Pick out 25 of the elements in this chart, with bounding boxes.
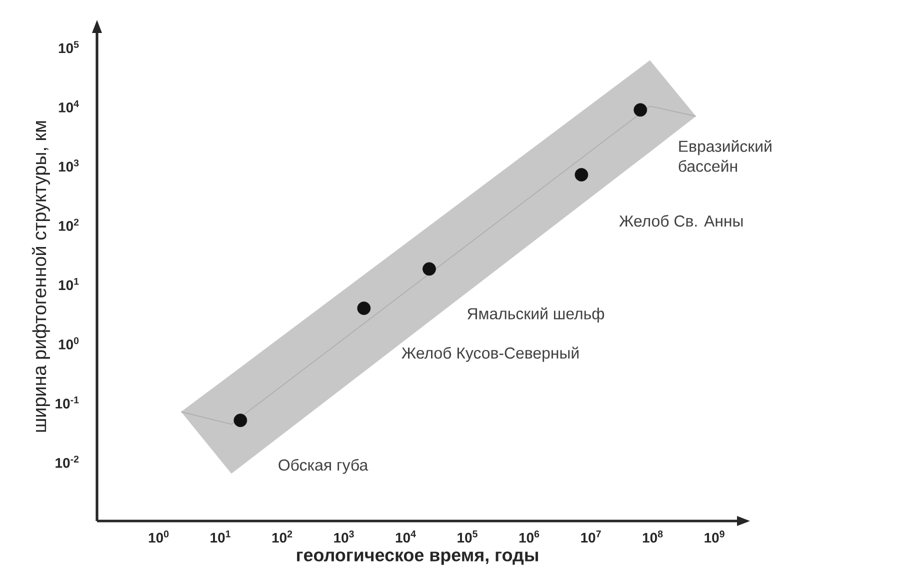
x-tick-label: 10$^{0}$	[148, 530, 169, 543]
x-tick-label: 10$^{4}$	[396, 530, 416, 543]
y-tick-label: 10$^{2}$	[58, 218, 79, 231]
x-tick-label: 10$^{1}$	[210, 530, 230, 543]
y-axis-title: ширина рифтогенной структуры, км	[32, 121, 50, 432]
x-tick-label: 10$^{9}$	[704, 530, 724, 543]
x-tick-label: 10$^{3}$	[334, 530, 354, 543]
y-tick-label: 10$^{4}$	[58, 100, 79, 112]
x-tick-label: 10$^{5}$	[458, 530, 478, 543]
y-tick-label: 10$^{3}$	[58, 160, 79, 172]
annotation: Желоб Св. Анны	[619, 214, 743, 227]
annotation: Евразийский бассейн	[678, 140, 772, 172]
y-tick-label: 10$^{-1}$	[56, 396, 79, 409]
y-tick-label: 10$^{0}$	[58, 337, 79, 350]
y-tick-label: 10$^{-2}$	[56, 456, 79, 468]
x-tick-label: 10$^{2}$	[272, 530, 292, 543]
x-tick-label: 10$^{6}$	[519, 530, 540, 543]
x-tick-label: 10$^{8}$	[642, 530, 663, 543]
x-axis-title: геологическое время, годы	[297, 552, 538, 565]
y-tick-label: 10$^{1}$	[58, 278, 79, 290]
annotation: Обская губа	[278, 458, 368, 474]
y-tick-label: 10$^{5}$	[58, 41, 79, 54]
x-tick-label: 10$^{7}$	[581, 530, 601, 543]
annotation: Ямальский шельф	[468, 307, 604, 323]
annotation: Желоб Кусов-Северный	[402, 346, 578, 362]
